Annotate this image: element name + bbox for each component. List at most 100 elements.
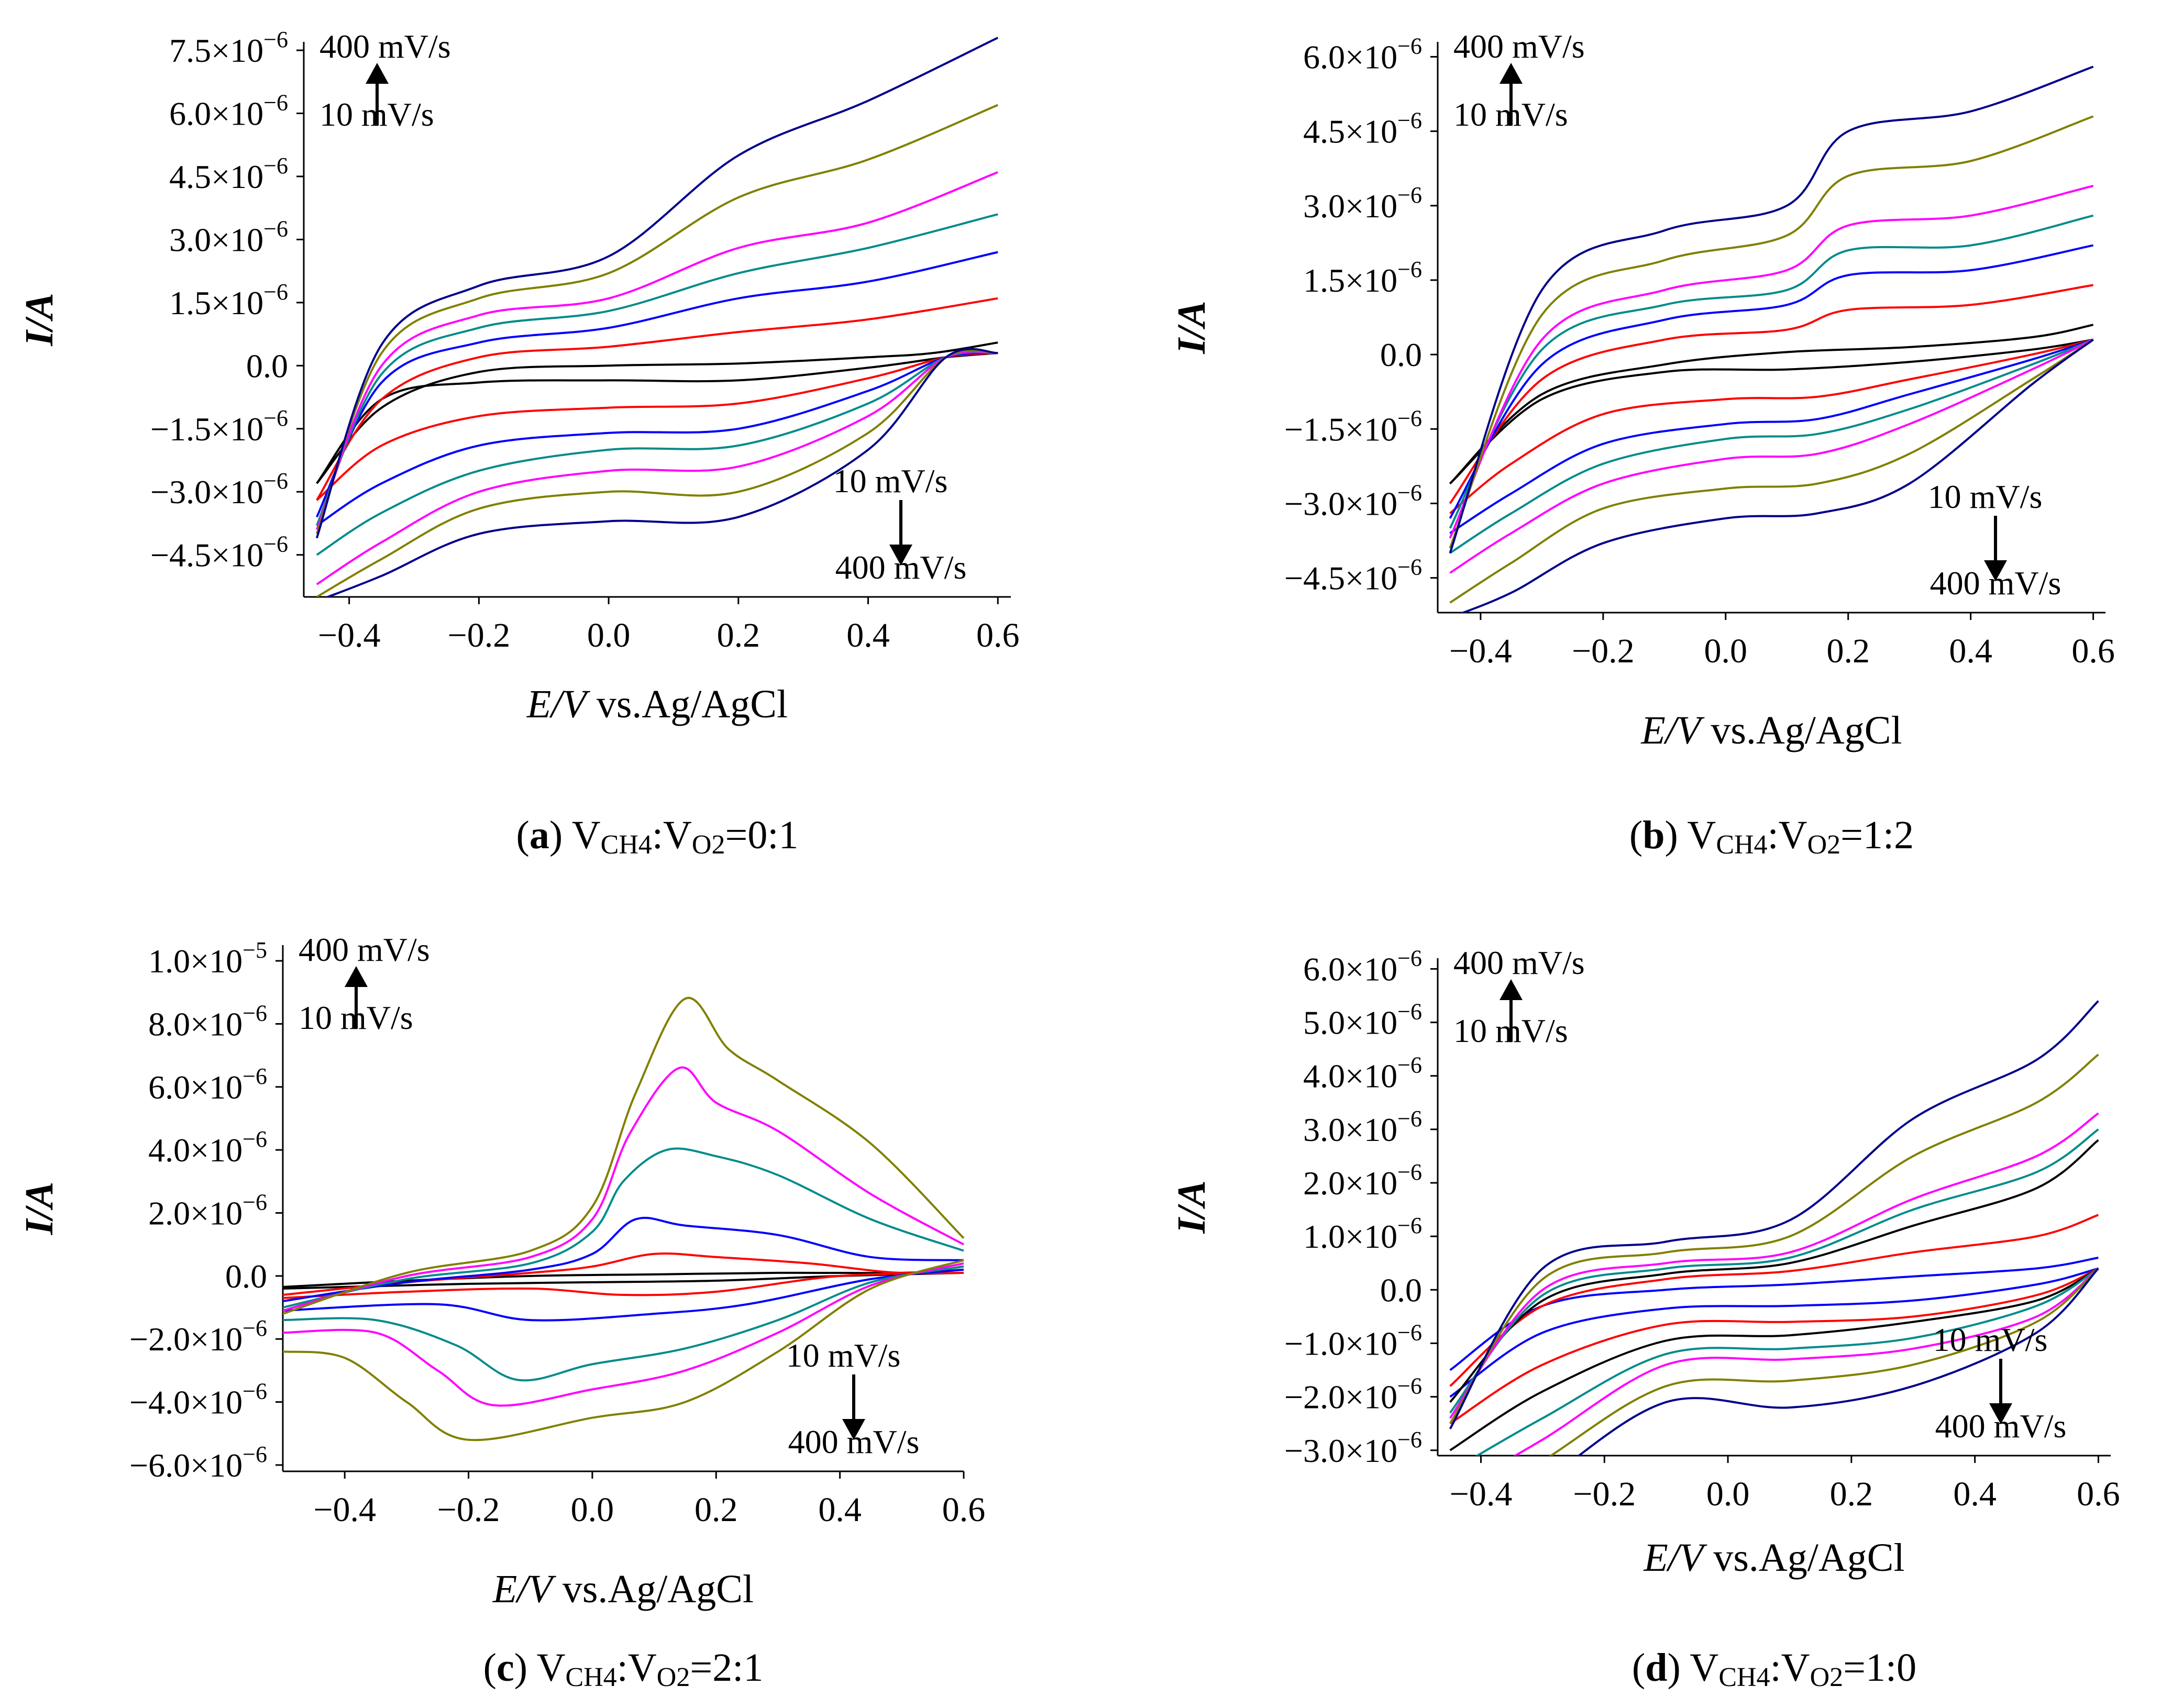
y-tick-mantissa: −1.5 <box>150 411 211 448</box>
y-tick-times: ×10 <box>1345 1325 1397 1362</box>
cv-curve-400-mV-s <box>1449 1000 2099 1456</box>
cathodic-sweep <box>316 351 998 556</box>
y-tick-times: ×10 <box>190 1132 242 1169</box>
y-tick-times: ×10 <box>211 32 263 69</box>
y-tick-label: 1.0×10−5 <box>148 937 267 980</box>
x-tick-label: 0.0 <box>587 616 631 655</box>
y-tick-label: −3.0×10−6 <box>1284 1427 1422 1469</box>
y-tick-exponent: −6 <box>242 1063 267 1089</box>
cathodic-sweep <box>1449 338 2094 574</box>
y-tick-exponent: −6 <box>263 405 288 431</box>
y-tick-exponent: −6 <box>263 468 288 494</box>
cv-curve-10-mV-s <box>1449 324 2093 485</box>
cv-curve-300-mV-s <box>1449 115 2094 604</box>
y-tick-times: ×10 <box>1345 560 1397 597</box>
anodic-sweep <box>315 213 998 526</box>
anodic-sweep <box>315 171 998 530</box>
cathodic-sweep <box>1449 1267 2099 1398</box>
y-tick-exponent: −6 <box>242 1190 267 1215</box>
x-axis-title-rest: vs.Ag/AgCl <box>587 682 788 726</box>
y-tick-times: ×10 <box>211 411 263 448</box>
panel-a: 7.5×10−66.0×10−64.5×10−63.0×10−61.5×10−6… <box>17 27 1019 860</box>
y-tick-exponent: −6 <box>1397 405 1422 431</box>
cathodic-sweep <box>1449 338 2094 554</box>
cv-curve-50-mV-s <box>316 297 998 501</box>
cv-curve-200-mV-s <box>283 1147 964 1382</box>
y-tick-exponent: −6 <box>263 279 288 305</box>
x-tick-label: 0.2 <box>1830 1475 1873 1513</box>
y-tick-exponent: −6 <box>242 1000 267 1026</box>
annot-down-bottom: 400 mV/s <box>788 1423 920 1460</box>
y-tick-label: 0.0 <box>1380 1271 1422 1308</box>
y-tick-exponent: −6 <box>1397 33 1422 59</box>
annot-down-top: 10 mV/s <box>1933 1321 2048 1358</box>
x-tick-label: −0.4 <box>313 1491 376 1529</box>
cathodic-sweep <box>316 349 998 597</box>
cv-curve-300-mV-s <box>283 1066 964 1407</box>
cathodic-sweep <box>316 350 998 585</box>
x-tick-label: 0.4 <box>818 1491 862 1529</box>
x-tick-label: −0.2 <box>448 616 511 655</box>
caption-ratio: =1:2 <box>1840 813 1914 857</box>
y-tick-label: 1.5×10−6 <box>169 279 288 321</box>
caption-sub-o2: O2 <box>657 1662 690 1692</box>
caption-mid: :V <box>652 813 692 857</box>
y-tick-times: ×10 <box>1345 113 1397 150</box>
caption-ratio: =0:1 <box>725 813 798 857</box>
x-axis-title: E/V vs.Ag/AgCl <box>492 1567 754 1611</box>
y-tick-mantissa: 4.0 <box>1303 1058 1345 1095</box>
panel-caption: (d) VCH4:VO2=1:0 <box>1632 1646 1916 1692</box>
series-group <box>1449 65 2094 613</box>
caption-mid: :V <box>1768 813 1807 857</box>
cathodic-sweep <box>316 352 998 501</box>
caption-paren-close: ) <box>514 1646 537 1690</box>
y-tick-times: ×10 <box>1345 1379 1397 1416</box>
arrow-down-head-icon <box>1989 1403 2012 1424</box>
y-tick-label: −3.0×10−6 <box>150 468 288 511</box>
x-tick-label: −0.2 <box>1573 1475 1636 1513</box>
y-tick-label: 6.0×10−6 <box>1303 945 1422 988</box>
y-tick-exponent: −6 <box>1397 108 1422 134</box>
panel-c: 1.0×10−58.0×10−66.0×10−64.0×10−62.0×10−6… <box>17 931 985 1692</box>
anodic-sweep <box>1449 244 2093 519</box>
y-tick-mantissa: −1.0 <box>1284 1325 1345 1362</box>
y-tick-exponent: −6 <box>242 1379 267 1404</box>
annot-up-top: 400 mV/s <box>299 931 430 968</box>
y-tick-label: 2.0×10−6 <box>148 1190 267 1232</box>
y-tick-label: −4.5×10−6 <box>150 531 288 574</box>
x-tick-label: 0.0 <box>571 1491 614 1529</box>
x-tick-label: 0.4 <box>1949 632 1992 670</box>
y-tick-times: ×10 <box>1345 1111 1397 1148</box>
y-tick-label: −4.0×10−6 <box>129 1379 267 1421</box>
y-tick-label: 3.0×10−6 <box>1303 1106 1422 1148</box>
y-tick-times: ×10 <box>211 537 263 574</box>
anodic-sweep <box>283 1268 964 1288</box>
y-tick-label: 1.5×10−6 <box>1303 257 1422 299</box>
y-tick-times: ×10 <box>1345 1058 1397 1095</box>
cathodic-sweep <box>1460 339 2094 613</box>
cv-curve-150-mV-s <box>1449 214 2094 554</box>
y-tick-times: ×10 <box>1345 1432 1397 1469</box>
anodic-sweep <box>283 1066 964 1312</box>
anodic-sweep <box>1449 1139 2099 1403</box>
y-tick-mantissa: 1.5 <box>169 284 211 321</box>
y-tick-exponent: −6 <box>1397 1319 1422 1345</box>
anodic-sweep <box>1449 284 2093 504</box>
y-tick-mantissa: 7.5 <box>169 32 211 69</box>
caption-letter: b <box>1642 813 1664 857</box>
y-tick-label: −1.0×10−6 <box>1284 1319 1422 1362</box>
caption-ratio: =2:1 <box>690 1646 763 1690</box>
cathodic-sweep <box>1549 1267 2099 1456</box>
cv-curve-150-mV-s <box>1449 1128 2099 1456</box>
caption-ratio: =1:0 <box>1843 1646 1916 1690</box>
annot-up-top: 400 mV/s <box>1453 28 1585 65</box>
y-tick-exponent: −6 <box>242 1315 267 1341</box>
annot-down-bottom: 400 mV/s <box>835 549 967 586</box>
arrow-up-head-icon <box>1500 63 1523 84</box>
cv-curve-400-mV-s <box>315 37 999 597</box>
cathodic-sweep <box>283 1268 964 1322</box>
x-axis-title: E/V vs.Ag/AgCl <box>526 682 788 726</box>
y-tick-mantissa: −3.0 <box>1284 1432 1345 1469</box>
cathodic-sweep <box>1449 339 2094 604</box>
x-axis-title: E/V vs.Ag/AgCl <box>1640 708 1902 752</box>
